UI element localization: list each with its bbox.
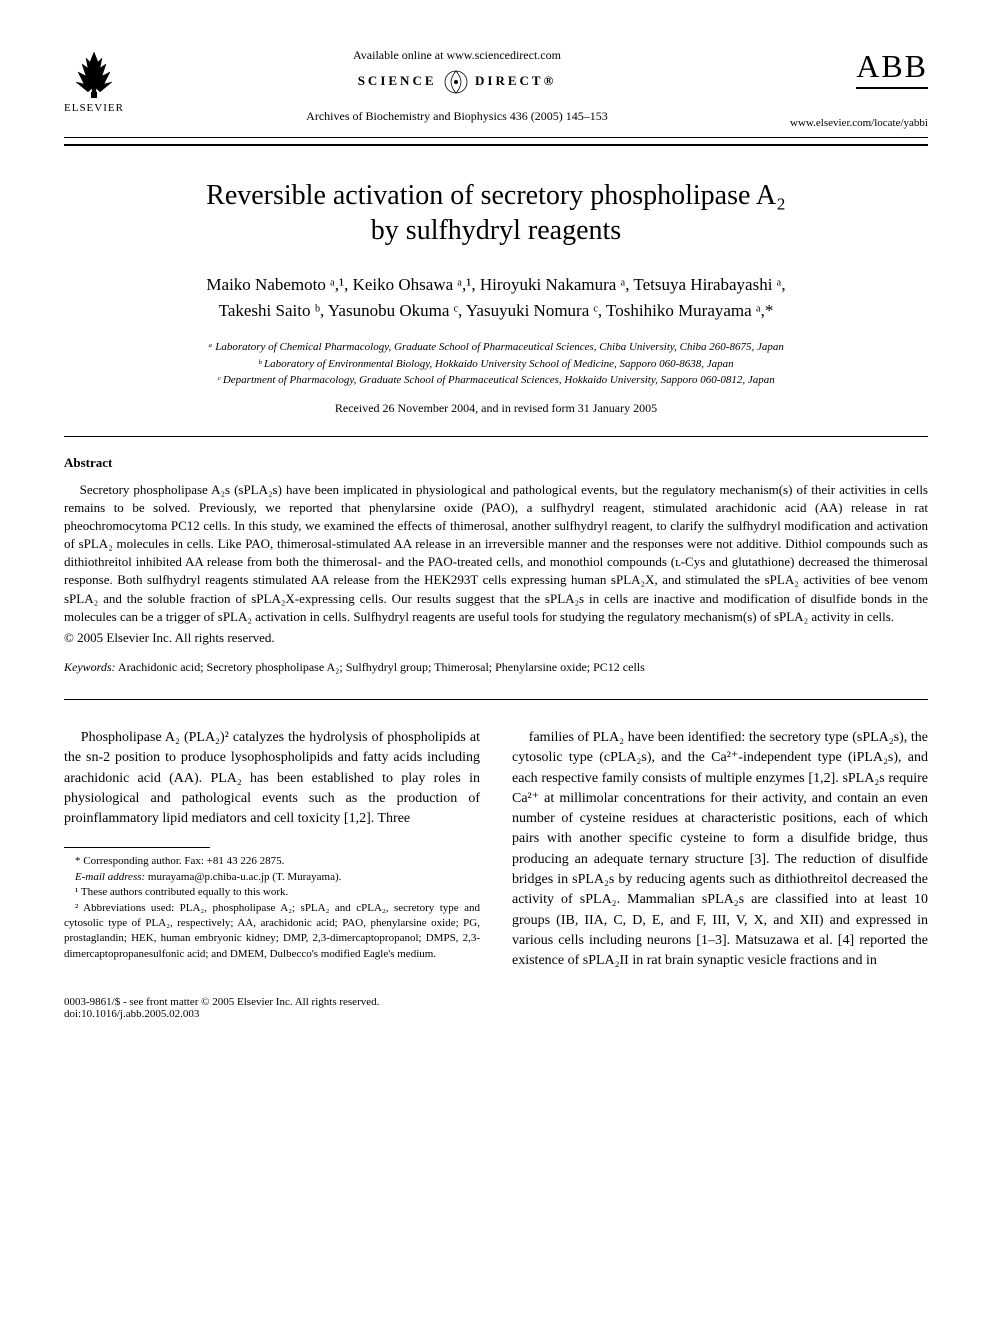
footnote-email: E-mail address: murayama@p.chiba-u.ac.jp… — [64, 870, 480, 885]
article-title: Reversible activation of secretory phosp… — [64, 178, 928, 248]
abstract-heading: Abstract — [64, 455, 928, 471]
sciencedirect-logo: SCIENCE DIRECT® — [124, 69, 790, 95]
keywords-list: Arachidonic acid; Secretory phospholipas… — [118, 660, 645, 674]
page-footer: 0003-9861/$ - see front matter © 2005 El… — [64, 996, 928, 1020]
sd-logo-right: DIRECT® — [475, 73, 556, 88]
page-header: ELSEVIER Available online at www.science… — [64, 48, 928, 129]
copyright-line: © 2005 Elsevier Inc. All rights reserved… — [64, 630, 928, 646]
column-left: Phospholipase A₂ (PLA₂)² catalyzes the h… — [64, 728, 480, 972]
received-date: Received 26 November 2004, and in revise… — [64, 401, 928, 416]
email-label: E-mail address: — [75, 871, 145, 883]
footnote-corresponding: * Corresponding author. Fax: +81 43 226 … — [64, 854, 480, 869]
pre-abstract-rule — [64, 436, 928, 437]
email-value: murayama@p.chiba-u.ac.jp (T. Murayama). — [148, 871, 341, 883]
footnote-1: ¹ These authors contributed equally to t… — [64, 885, 480, 900]
available-online-text: Available online at www.sciencedirect.co… — [124, 48, 790, 63]
footer-block: 0003-9861/$ - see front matter © 2005 El… — [64, 996, 379, 1020]
affil-c: ᶜ Department of Pharmacology, Graduate S… — [64, 372, 928, 389]
footnote-2-text: ² Abbreviations used: PLA₂, phospholipas… — [64, 902, 480, 960]
header-rule-thick — [64, 144, 928, 146]
post-keywords-rule — [64, 699, 928, 700]
sd-logo-left: SCIENCE — [358, 73, 437, 88]
col2-paragraph: families of PLA₂ have been identified: t… — [512, 728, 928, 972]
footnote-rule — [64, 847, 210, 848]
authors-line-1: Maiko Nabemoto ᵃ,¹, Keiko Ohsawa ᵃ,¹, Hi… — [206, 275, 785, 294]
authors-line-2: Takeshi Saito ᵇ, Yasunobu Okuma ᶜ, Yasuy… — [219, 301, 774, 320]
abstract-body: Secretory phospholipase A₂s (sPLA₂s) hav… — [64, 481, 928, 627]
journal-url: www.elsevier.com/locate/yabbi — [790, 117, 928, 129]
title-line-2: by sulfhydryl reagents — [371, 215, 621, 246]
col1-paragraph: Phospholipase A₂ (PLA₂)² catalyzes the h… — [64, 728, 480, 829]
authors-block: Maiko Nabemoto ᵃ,¹, Keiko Ohsawa ᵃ,¹, Hi… — [64, 272, 928, 323]
keywords-block: Keywords: Arachidonic acid; Secretory ph… — [64, 660, 928, 675]
footer-copyright: 0003-9861/$ - see front matter © 2005 El… — [64, 996, 379, 1008]
affiliations: ᵃ Laboratory of Chemical Pharmacology, G… — [64, 339, 928, 389]
footnotes-block: * Corresponding author. Fax: +81 43 226 … — [64, 854, 480, 962]
footnote-2: ² Abbreviations used: PLA₂, phospholipas… — [64, 901, 480, 963]
title-line-1: Reversible activation of secretory phosp… — [206, 180, 786, 211]
abb-logo: ABB — [856, 48, 928, 89]
abb-logo-block: ABB www.elsevier.com/locate/yabbi — [790, 48, 928, 129]
affil-a: ᵃ Laboratory of Chemical Pharmacology, G… — [64, 339, 928, 356]
elsevier-tree-icon — [68, 48, 120, 100]
column-right: families of PLA₂ have been identified: t… — [512, 728, 928, 972]
center-header: Available online at www.sciencedirect.co… — [124, 48, 790, 124]
body-columns: Phospholipase A₂ (PLA₂)² catalyzes the h… — [64, 728, 928, 972]
footer-doi: doi:10.1016/j.abb.2005.02.003 — [64, 1008, 379, 1020]
header-rule-thin — [64, 137, 928, 138]
sciencedirect-icon — [443, 69, 469, 95]
elsevier-logo-block: ELSEVIER — [64, 48, 124, 114]
keywords-label: Keywords: — [64, 660, 116, 674]
affil-b: ᵇ Laboratory of Environmental Biology, H… — [64, 356, 928, 373]
elsevier-label: ELSEVIER — [64, 102, 124, 114]
journal-reference: Archives of Biochemistry and Biophysics … — [124, 109, 790, 124]
